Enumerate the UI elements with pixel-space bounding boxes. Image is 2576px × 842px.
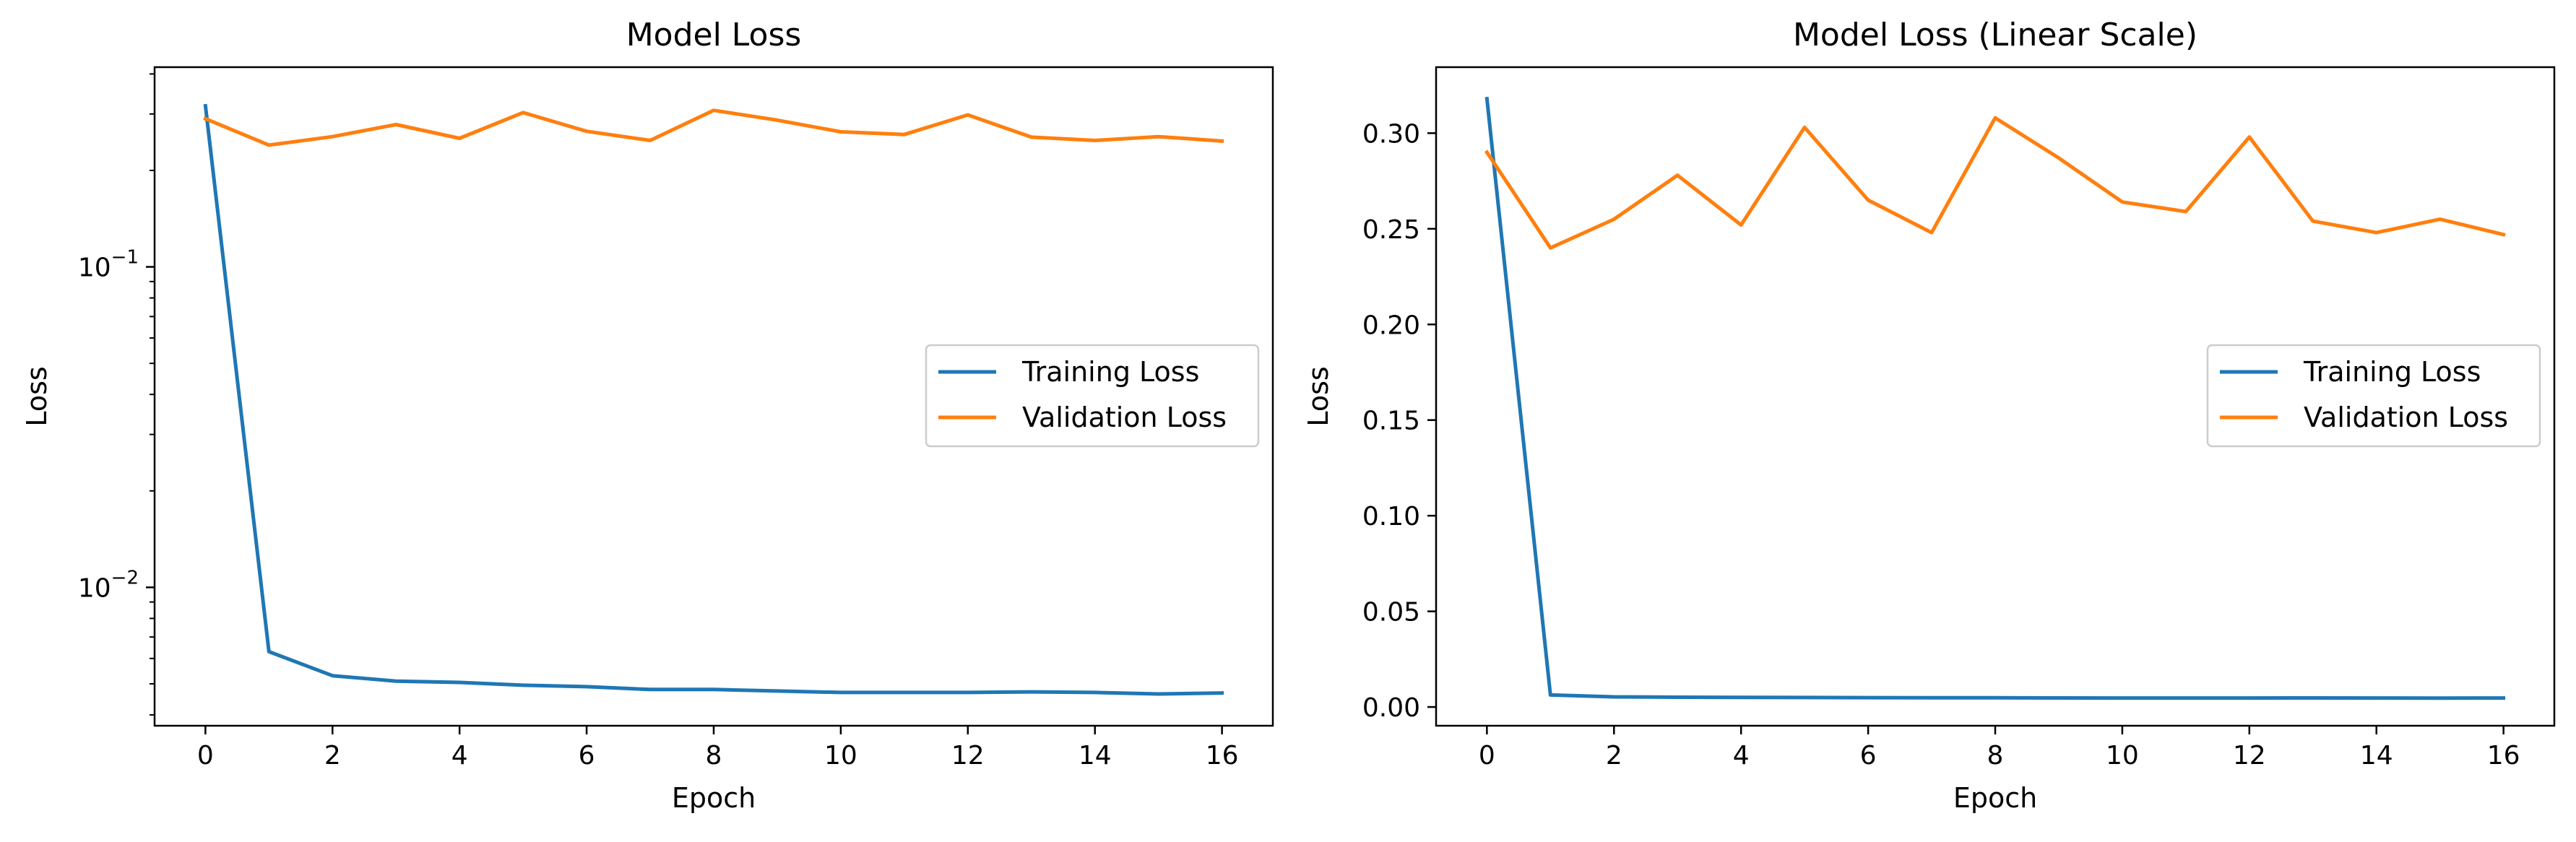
- x-tick-label: 10: [2106, 741, 2139, 771]
- y-tick-label: 0.05: [1362, 598, 1420, 628]
- x-axis-label: Epoch: [1953, 782, 2037, 814]
- x-axis-label: Epoch: [672, 782, 756, 814]
- series-line-training-loss: [1484, 96, 2506, 700]
- x-tick-label: 2: [324, 741, 341, 771]
- x-tick-label: 6: [579, 741, 595, 771]
- x-tick-label: 12: [2233, 741, 2266, 771]
- y-axis-label: Loss: [1302, 366, 1334, 426]
- y-tick-label: 0.10: [1362, 502, 1420, 531]
- x-tick-label: 16: [1206, 741, 1239, 771]
- x-tick-label: 0: [1479, 741, 1495, 771]
- y-tick-base: 10: [78, 573, 111, 603]
- y-tick-exponent: −2: [111, 567, 139, 589]
- x-tick-label: 16: [2487, 741, 2520, 771]
- x-tick-label: 4: [451, 741, 468, 771]
- x-tick-label: 8: [706, 741, 722, 771]
- x-tick-label: 8: [1987, 741, 2004, 771]
- legend: Training Loss Validation Loss: [925, 344, 1260, 448]
- y-tick-label: 10−2: [78, 567, 139, 603]
- y-tick-label: 0.00: [1362, 693, 1420, 723]
- legend-box: [925, 344, 1260, 448]
- x-tick-label: 12: [951, 741, 985, 771]
- series-line-validation-loss: [1484, 116, 2506, 250]
- x-tick-label: 6: [1860, 741, 1877, 771]
- series-line-validation-loss: [203, 108, 1224, 147]
- legend-entry: Training Loss: [2303, 356, 2481, 388]
- x-tick-label: 4: [1733, 741, 1750, 771]
- y-tick-base: 10: [78, 253, 111, 283]
- legend-entry: Training Loss: [1021, 356, 1199, 388]
- series-line-training-loss: [203, 103, 1224, 696]
- legend-entry: Validation Loss: [2304, 402, 2508, 433]
- y-tick-exponent: −1: [111, 247, 139, 269]
- chart-linear-scale: 0 2 4 6 8 10 12 14 16 0.00 0.05 0.10 0.15 0.20 0.25 0.3…: [1302, 17, 2556, 814]
- y-tick-label: 0.20: [1362, 311, 1420, 340]
- y-tick-label: 0.15: [1362, 407, 1420, 436]
- x-tick-label: 2: [1606, 741, 1622, 771]
- legend-box: [2206, 344, 2541, 448]
- chart-title: Model Loss: [626, 17, 802, 53]
- x-tick-label: 14: [1079, 741, 1112, 771]
- legend-entry: Validation Loss: [1022, 402, 1227, 433]
- y-tick-label: 0.30: [1362, 119, 1420, 149]
- chart-title: Model Loss (Linear Scale): [1793, 17, 2197, 53]
- y-tick-label: 10−1: [78, 247, 139, 283]
- x-tick-label: 14: [2360, 741, 2393, 771]
- x-tick-label: 0: [197, 741, 214, 771]
- x-tick-label: 10: [824, 741, 857, 771]
- legend: Training Loss Validation Loss: [2206, 344, 2541, 448]
- y-tick-label: 0.25: [1362, 215, 1420, 245]
- y-axis-label: Loss: [21, 366, 53, 426]
